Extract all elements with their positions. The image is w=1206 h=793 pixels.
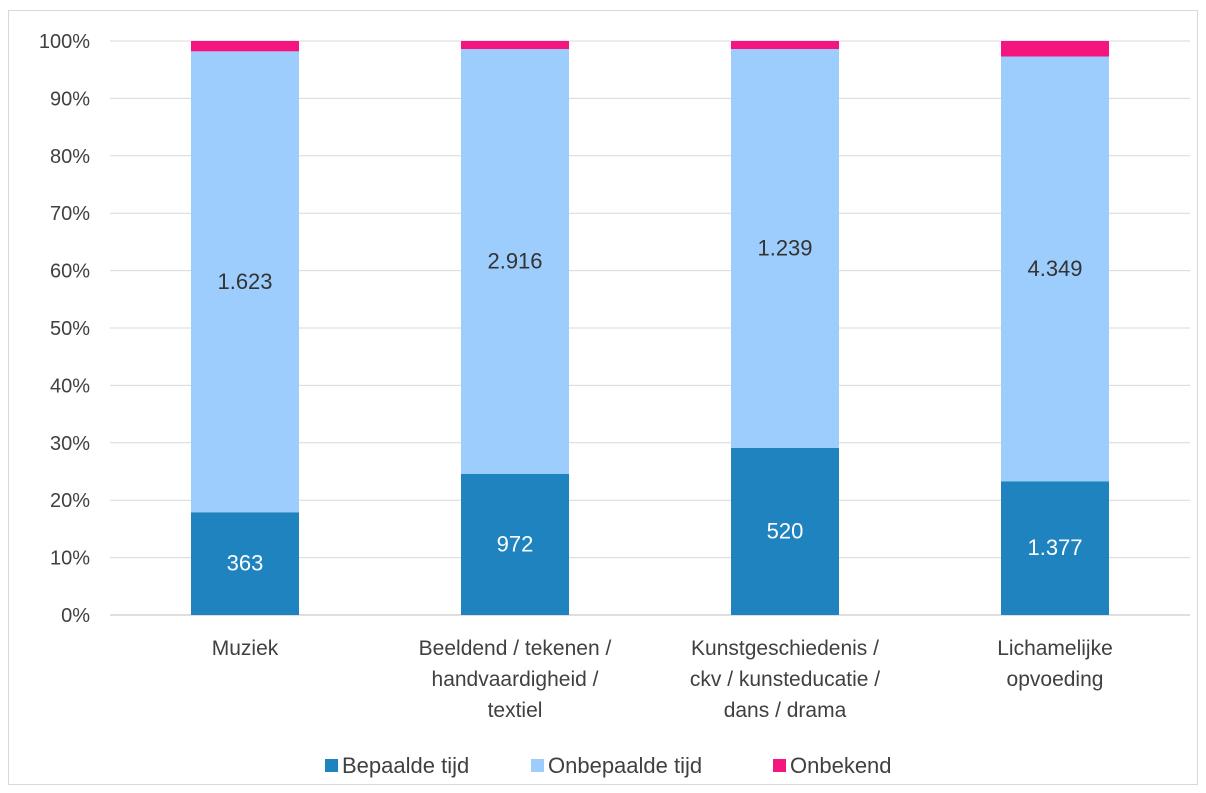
data-label-bepaalde-tijd: 972 (497, 531, 534, 556)
bar-onbepaalde-tijd (461, 49, 569, 474)
bar-onbekend (731, 41, 839, 50)
bar-onbepaalde-tijd (191, 51, 299, 513)
x-axis-category-labels: Muziek Beeldend / tekenen / handvaardighei… (212, 637, 1113, 722)
bar-onbepaalde-tijd (1001, 56, 1109, 482)
y-tick-label: 50% (50, 318, 90, 340)
y-tick-label: 90% (50, 88, 90, 110)
y-tick-label: 40% (50, 375, 90, 397)
y-tick-label: 0% (61, 605, 90, 627)
bar-onbekend (461, 41, 569, 50)
legend-swatch-bepaalde-tijd (325, 759, 338, 772)
bar-onbekend (191, 41, 299, 52)
y-tick-label: 80% (50, 146, 90, 168)
data-label-onbepaalde-tijd: 1.623 (217, 269, 272, 294)
y-tick-label: 70% (50, 203, 90, 225)
y-tick-label: 10% (50, 548, 90, 570)
legend-swatch-onbepaalde-tijd (531, 759, 544, 772)
legend-label-bepaalde-tijd: Bepaalde tijd (342, 753, 469, 778)
x-tick-label: Lichamelijke (997, 637, 1113, 660)
bars (191, 41, 1109, 615)
x-tick-label: Beeldend / tekenen / (419, 637, 612, 660)
legend-label-onbepaalde-tijd: Onbepaalde tijd (548, 753, 702, 778)
legend-swatch-onbekend (773, 759, 786, 772)
data-label-bepaalde-tijd: 1.377 (1027, 535, 1082, 560)
y-tick-label: 100% (39, 31, 90, 53)
x-tick-label: opvoeding (1007, 668, 1104, 691)
y-axis-tick-labels: 0% 10% 20% 30% 40% 50% 60% 70% 80% 90% 100% (39, 31, 90, 627)
legend-label-onbekend: Onbekend (790, 753, 892, 778)
data-label-onbepaalde-tijd: 1.239 (757, 236, 812, 261)
legend: Bepaalde tijd Onbepaalde tijd Onbekend (325, 753, 892, 778)
y-tick-label: 30% (50, 433, 90, 455)
data-label-bepaalde-tijd: 363 (227, 551, 264, 576)
data-label-onbepaalde-tijd: 2.916 (487, 248, 542, 273)
bar-onbekend (1001, 41, 1109, 57)
bar-bepaalde-tijd (461, 473, 569, 615)
x-tick-label: Muziek (212, 637, 279, 660)
data-label-onbepaalde-tijd: 4.349 (1027, 256, 1082, 281)
data-labels: 363 1.623 972 2.916 520 1.239 1.377 4.349 (217, 236, 1082, 576)
x-tick-label: dans / drama (724, 699, 847, 722)
bar-bepaalde-tijd (191, 512, 299, 615)
x-tick-label: Kunstgeschiedenis / (691, 637, 879, 660)
y-tick-label: 20% (50, 490, 90, 512)
bar-onbepaalde-tijd (731, 49, 839, 448)
bar-bepaalde-tijd (1001, 481, 1109, 615)
x-tick-label: textiel (488, 699, 543, 722)
y-tick-label: 60% (50, 261, 90, 283)
x-tick-label: ckv / kunsteducatie / (690, 668, 880, 691)
x-tick-label: handvaardigheid / (432, 668, 599, 691)
bar-bepaalde-tijd (731, 447, 839, 615)
data-label-bepaalde-tijd: 520 (767, 518, 804, 543)
